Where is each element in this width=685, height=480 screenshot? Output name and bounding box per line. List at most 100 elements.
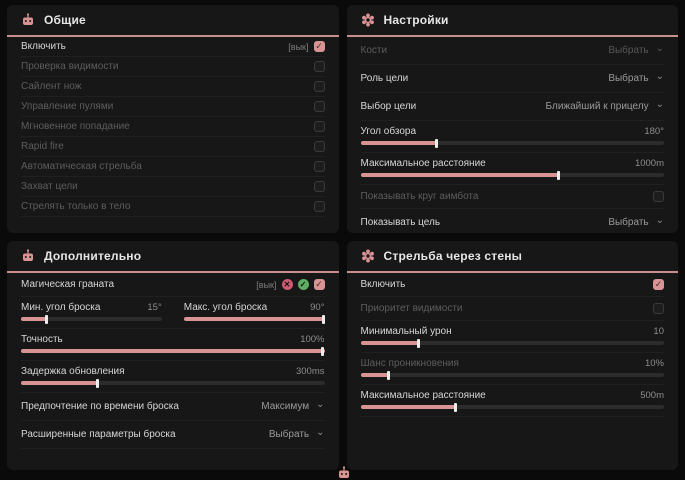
slider-head: Шанс проникновения 10% bbox=[361, 357, 665, 370]
slider-fill bbox=[360, 373, 388, 377]
slider-track[interactable] bbox=[360, 338, 664, 348]
slider-value: 300ms bbox=[295, 366, 325, 377]
slider-block: Шанс проникновения 10% bbox=[360, 357, 665, 380]
checkbox[interactable] bbox=[313, 141, 325, 152]
dropdown-row: Роль цели Выбрать ⌄ bbox=[360, 65, 664, 93]
toggle-row: Проверка видимости bbox=[21, 57, 325, 77]
slider-head: Максимальное расстояние 500m bbox=[361, 389, 665, 402]
slider-value: 1000m bbox=[634, 158, 664, 169]
toggle-state-tag: [вык] bbox=[256, 279, 277, 290]
toggle-row: Включить [вык] ✓ bbox=[21, 37, 325, 57]
slider-track[interactable] bbox=[360, 402, 664, 412]
slider-track[interactable] bbox=[21, 314, 162, 324]
checkbox[interactable] bbox=[653, 191, 664, 202]
broken-heart-icon[interactable]: ✕ bbox=[281, 279, 293, 290]
row-label: Стрелять только в тело bbox=[21, 201, 131, 212]
row-label: Расширенные параметры броска bbox=[21, 429, 176, 440]
slider-thumb[interactable] bbox=[556, 170, 560, 180]
slider-thumb[interactable] bbox=[386, 370, 390, 380]
checkbox[interactable]: ✓ bbox=[313, 279, 325, 290]
panel-wallbang-rows: Включить ✓ Приоритет видимости Минимальный … bbox=[347, 273, 679, 417]
row-label: Приоритет видимости bbox=[360, 303, 463, 314]
checkbox[interactable] bbox=[313, 81, 325, 92]
dropdown[interactable]: Выбрать ⌄ bbox=[608, 215, 664, 228]
slider-track[interactable] bbox=[360, 138, 664, 148]
dropdown[interactable]: Выбрать ⌄ bbox=[608, 43, 664, 56]
toggle-controls bbox=[653, 303, 664, 314]
checkbox[interactable] bbox=[313, 161, 325, 172]
slider-thumb[interactable] bbox=[322, 314, 326, 324]
dropdown[interactable]: Выбрать ⌄ bbox=[608, 71, 664, 84]
slider-thumb[interactable] bbox=[435, 138, 439, 148]
toggle-controls bbox=[313, 81, 325, 92]
dropdown[interactable]: Выбрать ⌄ bbox=[268, 427, 325, 440]
dropdown-value: Ближайший к прицелу bbox=[545, 101, 649, 112]
toggle-controls: [вык] ✓ bbox=[288, 41, 325, 52]
slider-track[interactable] bbox=[183, 314, 326, 324]
slider-track[interactable] bbox=[360, 370, 664, 380]
slider-label: Максимальное расстояние bbox=[360, 158, 486, 169]
checkbox[interactable] bbox=[313, 121, 325, 132]
slider-thumb[interactable] bbox=[95, 378, 99, 388]
panel-title: Общие bbox=[44, 13, 86, 27]
row-label: Rapid fire bbox=[21, 141, 64, 152]
checkbox[interactable]: ✓ bbox=[313, 41, 325, 52]
panel-settings: Настройки Кости Выбрать ⌄ Роль цели Выбрать ⌄… bbox=[346, 5, 678, 233]
row-label: Захват цели bbox=[21, 181, 78, 192]
slider-thumb[interactable] bbox=[417, 338, 421, 348]
slider-label: Шанс проникновения bbox=[360, 358, 459, 369]
robot-icon bbox=[21, 13, 35, 27]
dropdown-value: Выбрать bbox=[268, 429, 310, 440]
checkbox[interactable] bbox=[313, 101, 325, 112]
dropdown-value: Выбрать bbox=[608, 45, 649, 56]
slider-head: Угол обзора 180° bbox=[361, 125, 665, 138]
row-label: Выбор цели bbox=[360, 101, 417, 112]
dropdown-value: Максимум bbox=[261, 401, 310, 412]
toggle-state-tag: [вык] bbox=[288, 41, 309, 52]
slider-row: Угол обзора 180° bbox=[360, 121, 665, 153]
row-label: Показывать круг аимбота bbox=[360, 191, 479, 202]
slider-thumb[interactable] bbox=[453, 402, 457, 412]
slider-track[interactable] bbox=[360, 170, 664, 180]
dropdown[interactable]: Максимум ⌄ bbox=[261, 399, 324, 412]
checkbox[interactable] bbox=[313, 201, 325, 212]
slider-fill bbox=[21, 317, 47, 321]
dropdown-value: Выбрать bbox=[608, 73, 649, 84]
panel-wallbang: Стрельба через стены Включить ✓ Приоритет … bbox=[346, 241, 679, 470]
dropdown[interactable]: Ближайший к прицелу ⌄ bbox=[545, 99, 664, 112]
checkbox[interactable] bbox=[653, 303, 664, 314]
slider-label: Задержка обновления bbox=[21, 366, 125, 377]
gear-icon bbox=[361, 249, 375, 263]
toggle-controls bbox=[313, 61, 325, 72]
checkbox[interactable]: ✓ bbox=[653, 279, 664, 290]
dropdown-row: Показывать цель Выбрать ⌄ bbox=[361, 209, 665, 233]
toggle-controls bbox=[313, 161, 325, 172]
slider-label: Минимальный урон bbox=[360, 326, 452, 337]
row-label: Кости bbox=[360, 45, 388, 56]
slider-row: Задержка обновления 300ms bbox=[21, 361, 325, 393]
slider-row: Точность 100% bbox=[21, 329, 325, 361]
slider-thumb[interactable] bbox=[321, 346, 325, 356]
checkbox[interactable] bbox=[313, 181, 325, 192]
panel-additional-rows: Магическая граната [вык] ✕ ✓ ✓ Мин. угол брос… bbox=[7, 273, 339, 449]
slider-label: Точность bbox=[21, 334, 63, 345]
slider-fill bbox=[360, 341, 419, 345]
slider-label: Максимальное расстояние bbox=[360, 390, 486, 401]
check-heart-icon[interactable]: ✓ bbox=[297, 279, 309, 290]
footer-robot-icon bbox=[337, 466, 350, 478]
panel-general-rows: Включить [вык] ✓ Проверка видимости Сайлент … bbox=[7, 37, 339, 217]
toggle-row: Стрелять только в тело bbox=[21, 197, 325, 217]
row-label: Включить bbox=[21, 41, 66, 52]
slider-track[interactable] bbox=[21, 378, 325, 388]
toggle-row: Захват цели bbox=[21, 177, 325, 197]
slider-block: Мин. угол броска 15° bbox=[21, 301, 162, 324]
toggle-controls bbox=[313, 201, 325, 212]
row-label: Включить bbox=[360, 279, 406, 290]
slider-thumb[interactable] bbox=[45, 314, 49, 324]
slider-track[interactable] bbox=[21, 346, 325, 356]
toggle-row: Автоматическая стрельба bbox=[21, 157, 325, 177]
checkbox[interactable] bbox=[313, 61, 325, 72]
slider-value: 100% bbox=[300, 334, 325, 345]
slider-head: Задержка обновления 300ms bbox=[21, 365, 325, 378]
